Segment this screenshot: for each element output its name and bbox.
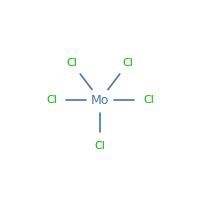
Text: Cl: Cl (46, 95, 57, 105)
Text: Cl: Cl (123, 58, 134, 68)
Text: Cl: Cl (66, 58, 77, 68)
Text: Cl: Cl (95, 141, 105, 151)
Text: Mo: Mo (91, 94, 109, 106)
Text: Cl: Cl (143, 95, 154, 105)
